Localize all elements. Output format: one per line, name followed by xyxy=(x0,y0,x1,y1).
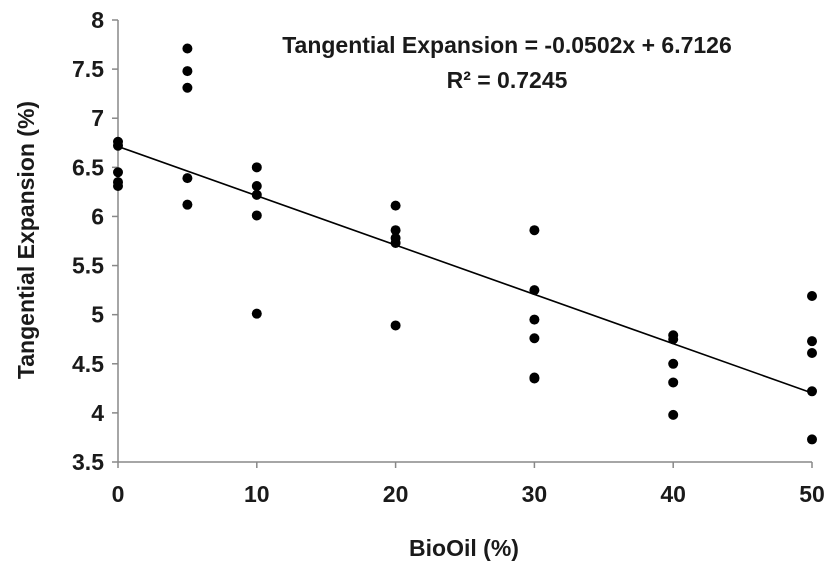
data-point xyxy=(529,225,540,236)
x-tick-label: 50 xyxy=(799,481,825,507)
data-point xyxy=(529,333,540,344)
y-tick-label: 6.5 xyxy=(72,154,104,180)
data-point xyxy=(668,409,679,420)
trendline-group xyxy=(117,145,813,394)
data-point xyxy=(182,173,193,184)
data-point xyxy=(390,200,401,211)
y-tick-label: 8 xyxy=(91,7,104,33)
data-point xyxy=(807,336,817,347)
y-tick-label: 3.5 xyxy=(72,449,104,475)
y-tick-label: 7.5 xyxy=(72,56,104,82)
x-axis-ticks: 0 10 20 30 40 50 xyxy=(112,462,825,507)
data-point xyxy=(182,82,193,93)
y-tick-label: 5.5 xyxy=(72,253,104,279)
data-point xyxy=(807,347,817,358)
data-point xyxy=(182,66,193,77)
data-point xyxy=(668,377,679,388)
data-point xyxy=(390,237,401,248)
data-point xyxy=(529,373,540,384)
data-point xyxy=(529,314,540,325)
data-point xyxy=(113,140,123,151)
x-tick-label: 20 xyxy=(383,481,409,507)
data-point xyxy=(251,189,262,200)
data-point xyxy=(113,180,123,191)
data-point xyxy=(251,210,262,221)
data-point xyxy=(668,358,679,369)
x-tick-label: 10 xyxy=(244,481,270,507)
x-tick-label: 30 xyxy=(522,481,548,507)
y-axis-ticks: 3.5 4 4.5 5 5.5 6 6.5 7 7.5 8 xyxy=(72,7,118,475)
y-axis-label: Tangential Expansion (%) xyxy=(13,101,39,379)
data-point xyxy=(390,225,401,236)
data-point xyxy=(529,285,540,296)
y-tick-label: 7 xyxy=(91,105,104,131)
x-tick-label: 40 xyxy=(660,481,686,507)
axes xyxy=(117,20,812,463)
y-tick-label: 5 xyxy=(91,302,104,328)
data-points xyxy=(113,43,817,445)
x-axis-label: BioOil (%) xyxy=(409,535,519,561)
data-point xyxy=(182,199,193,210)
linear-trendline xyxy=(117,145,813,394)
data-point xyxy=(182,43,193,54)
y-tick-label: 4.5 xyxy=(72,351,104,377)
data-point xyxy=(251,308,262,319)
data-point xyxy=(668,334,679,345)
y-tick-label: 6 xyxy=(91,203,104,229)
y-tick-label: 4 xyxy=(91,400,104,426)
r-squared-label: R² = 0.7245 xyxy=(447,67,568,93)
data-point xyxy=(251,180,262,191)
x-tick-label: 0 xyxy=(112,481,125,507)
data-point xyxy=(807,291,817,302)
trendline-equation: Tangential Expansion = -0.0502x + 6.7126 xyxy=(282,32,732,58)
data-point xyxy=(113,167,123,178)
data-point xyxy=(807,434,817,445)
data-point xyxy=(807,386,817,397)
data-point xyxy=(390,320,401,331)
data-point xyxy=(251,162,262,173)
